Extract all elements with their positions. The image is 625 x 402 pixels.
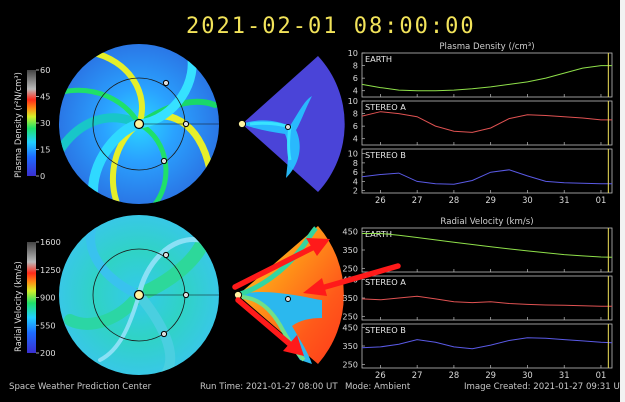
stereo-b-marker-velocity [160, 330, 168, 338]
arrow-to-stereo-b [235, 297, 295, 349]
panel-label: STEREO B [365, 325, 406, 335]
y-tick-label: 6 [353, 121, 358, 131]
page-edge [620, 0, 625, 402]
panel-label: STEREO A [365, 102, 406, 112]
x-tick-label: 31 [559, 370, 570, 380]
colorbar-tick-label: 45 [40, 92, 50, 102]
colorbar-tick-label: 15 [40, 145, 50, 155]
density-heliosphere-disk [59, 44, 219, 204]
x-tick-label: 29 [485, 195, 496, 205]
series-line [361, 337, 613, 350]
stereo-b-marker [160, 157, 168, 165]
series-line [362, 233, 613, 258]
y-tick-label: 250 [342, 359, 358, 369]
y-tick-label: 4 [353, 176, 358, 186]
colorbar-ticks: 60 45 30 15 0 1600 1250 900 550 200 [36, 65, 61, 358]
earth-marker [182, 120, 190, 128]
panel-label: STEREO A [365, 277, 406, 287]
x-tick-label: 01 [596, 370, 607, 380]
x-tick-label: 30 [522, 195, 533, 205]
chart-title: Plasma Density (/cm³) [439, 42, 534, 52]
series-line [361, 295, 612, 307]
arrow-to-stereo-a-head [303, 278, 327, 296]
x-tick-label: 27 [412, 370, 423, 380]
arrow-to-stereo-b-head [283, 335, 304, 356]
colorbar-tick-label: 900 [40, 293, 56, 303]
x-tick-label: 30 [522, 370, 533, 380]
wedge-earth-marker [285, 124, 291, 130]
density-meridional-wedge [237, 56, 345, 192]
sun-marker [133, 118, 145, 130]
x-tick-label: 28 [449, 195, 460, 205]
footer-org: Space Weather Prediction Center [9, 382, 152, 392]
y-tick-label: 10 [348, 48, 358, 58]
y-tick-label: 450 [342, 227, 358, 237]
x-tick-label: 26 [375, 195, 386, 205]
timeseries-chart-2: Radial Velocity (km/s)450350250EARTH4503… [342, 217, 613, 380]
x-tick-label: 01 [596, 195, 607, 205]
velocity-colorbar [27, 242, 36, 353]
footer-mode: Mode: Ambient [345, 382, 411, 392]
colorbar-tick-label: 1250 [40, 265, 61, 275]
annotation-arrows [232, 238, 401, 356]
x-tick-label: 27 [412, 195, 423, 205]
arrow-to-earth-head [306, 238, 330, 256]
panel-frame [361, 100, 613, 146]
y-tick-label: 8 [353, 61, 358, 71]
y-tick-label: 10 [348, 149, 358, 159]
colorbar-tick-label: 200 [40, 348, 56, 358]
y-tick-label: 350 [342, 341, 358, 351]
chart-title: Radial Velocity (km/s) [440, 217, 533, 227]
x-tick-label: 29 [485, 370, 496, 380]
y-tick-label: 250 [342, 311, 358, 321]
stereo-a-marker-velocity [162, 251, 170, 259]
panel-label: EARTH [365, 54, 392, 64]
earth-marker-velocity [182, 291, 190, 299]
panel-label: STEREO B [365, 150, 406, 160]
y-tick-label: 8 [353, 158, 358, 168]
velocity-colorbar-title: Radial Velocity (km/s) [13, 261, 23, 352]
series-line [361, 111, 612, 133]
x-tick-label: 31 [559, 195, 570, 205]
wedge-earth-marker-velocity [285, 296, 291, 302]
footer-run-time: Run Time: 2021-01-27 08:00 UT [200, 382, 338, 392]
arrow-to-stereo-a [315, 263, 401, 292]
stereo-a-marker [162, 79, 170, 87]
panel-frame [361, 52, 613, 98]
arrow-to-earth [232, 243, 319, 290]
colorbar-tick-label: 550 [40, 320, 56, 330]
series-line [361, 65, 612, 92]
wedge-sun-marker [237, 119, 247, 129]
density-colorbar-title: Plasma Density (r²N/cm³) [13, 72, 23, 178]
colorbar-tick-label: 30 [40, 118, 50, 128]
x-tick-label: 28 [449, 370, 460, 380]
velocity-heliosphere-disk [59, 215, 219, 375]
series-line [361, 169, 612, 185]
timeseries-chart-1: Plasma Density (/cm³)10864EARTH10864STER… [348, 42, 613, 205]
y-tick-label: 4 [353, 86, 358, 96]
x-tick-label: 26 [375, 370, 386, 380]
y-tick-label: 450 [342, 323, 358, 333]
colorbar-tick-label: 0 [40, 171, 45, 181]
y-tick-label: 10 [348, 96, 358, 106]
y-tick-label: 250 [342, 263, 358, 273]
y-tick-label: 350 [342, 245, 358, 255]
timestamp-title: 2021-02-01 08:00:00 [186, 14, 476, 39]
y-tick-label: 6 [353, 167, 358, 177]
colorbar-tick-label: 60 [40, 65, 50, 75]
footer-image-created: Image Created: 2021-01-27 09:31 UT [464, 382, 620, 392]
y-tick-label: 8 [353, 109, 358, 119]
y-tick-label: 350 [342, 293, 358, 303]
panel-frame [361, 148, 613, 194]
y-tick-label: 6 [353, 73, 358, 83]
colorbar-tick-label: 1600 [40, 237, 61, 247]
y-tick-label: 2 [353, 186, 358, 196]
y-tick-label: 4 [353, 134, 358, 144]
density-colorbar [27, 70, 36, 176]
sun-marker-velocity [133, 289, 145, 301]
